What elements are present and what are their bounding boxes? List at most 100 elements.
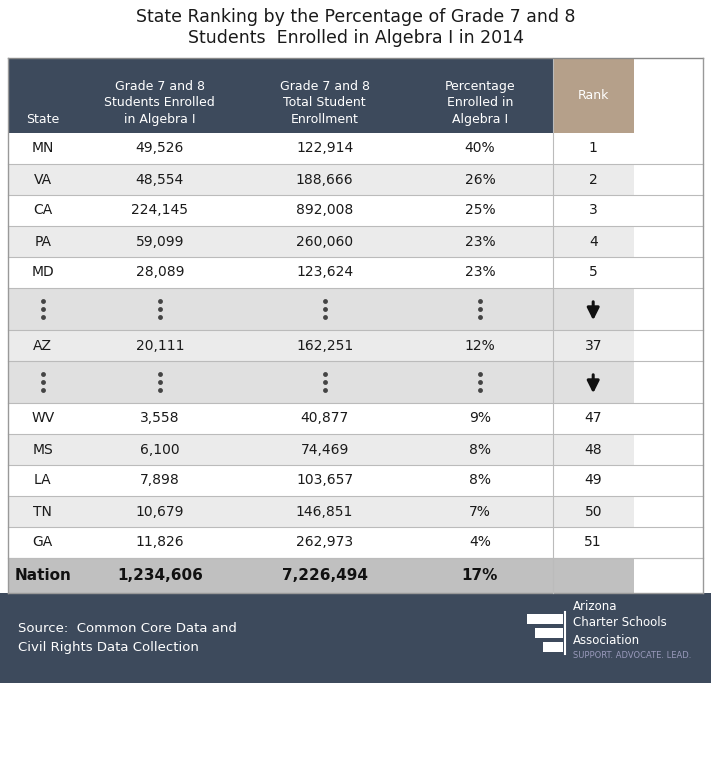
Bar	[407, 527, 553, 558]
Bar	[553, 257, 634, 288]
Text: 2: 2	[589, 172, 597, 187]
Bar	[407, 496, 553, 527]
Text: 188,666: 188,666	[296, 172, 353, 187]
Bar	[553, 434, 634, 465]
Text: 5: 5	[589, 265, 597, 279]
Bar	[242, 361, 407, 403]
Bar	[8, 361, 77, 403]
Text: 7,898: 7,898	[140, 474, 180, 488]
Text: 74,469: 74,469	[300, 442, 349, 457]
Text: 37: 37	[584, 338, 602, 352]
Text: 892,008: 892,008	[296, 204, 353, 218]
Bar	[553, 330, 634, 361]
Bar	[407, 133, 553, 164]
Bar	[543, 642, 563, 652]
Bar	[242, 496, 407, 527]
Text: 28,089: 28,089	[136, 265, 184, 279]
Bar	[77, 558, 242, 593]
Bar	[77, 465, 242, 496]
Bar	[553, 164, 634, 195]
Text: 262,973: 262,973	[296, 535, 353, 550]
Text: 12%: 12%	[464, 338, 496, 352]
Bar	[553, 288, 634, 330]
Bar	[407, 164, 553, 195]
Bar	[553, 527, 634, 558]
Bar	[553, 58, 634, 133]
Text: 48: 48	[584, 442, 602, 457]
Text: 49: 49	[584, 474, 602, 488]
Bar	[77, 330, 242, 361]
Bar	[0, 593, 711, 683]
Bar	[242, 403, 407, 434]
Bar	[77, 527, 242, 558]
Text: Rank: Rank	[577, 89, 609, 102]
Text: 50: 50	[584, 504, 602, 518]
Bar	[77, 403, 242, 434]
Bar	[242, 58, 407, 133]
Bar	[407, 226, 553, 257]
Text: 25%: 25%	[464, 204, 496, 218]
Text: 10,679: 10,679	[136, 504, 184, 518]
Text: 6,100: 6,100	[140, 442, 180, 457]
Bar	[8, 195, 77, 226]
Text: 23%: 23%	[464, 265, 496, 279]
Text: 59,099: 59,099	[136, 235, 184, 248]
Text: VA: VA	[33, 172, 52, 187]
Bar	[407, 195, 553, 226]
Bar	[242, 465, 407, 496]
Bar	[8, 527, 77, 558]
Text: 1: 1	[589, 141, 598, 155]
Bar	[8, 465, 77, 496]
Text: 162,251: 162,251	[296, 338, 353, 352]
Text: 20,111: 20,111	[136, 338, 184, 352]
Bar	[407, 257, 553, 288]
Bar	[8, 288, 77, 330]
Text: 9%: 9%	[469, 411, 491, 425]
Bar	[77, 496, 242, 527]
Bar	[553, 195, 634, 226]
Text: 260,060: 260,060	[296, 235, 353, 248]
Text: 49,526: 49,526	[136, 141, 184, 155]
Text: 51: 51	[584, 535, 602, 550]
Bar	[8, 257, 77, 288]
Text: MD: MD	[31, 265, 54, 279]
Text: MS: MS	[33, 442, 53, 457]
Bar	[77, 58, 242, 133]
Text: 1,234,606: 1,234,606	[117, 568, 203, 583]
Bar	[553, 133, 634, 164]
Bar	[407, 558, 553, 593]
Text: 48,554: 48,554	[136, 172, 184, 187]
Text: 103,657: 103,657	[296, 474, 353, 488]
Bar	[8, 434, 77, 465]
Text: Nation: Nation	[14, 568, 71, 583]
Bar	[407, 58, 553, 133]
Text: 3: 3	[589, 204, 597, 218]
Bar	[8, 58, 77, 133]
Text: State Ranking by the Percentage of Grade 7 and 8: State Ranking by the Percentage of Grade…	[136, 8, 575, 26]
Bar	[77, 288, 242, 330]
Text: 146,851: 146,851	[296, 504, 353, 518]
Text: 23%: 23%	[464, 235, 496, 248]
Text: 40%: 40%	[464, 141, 496, 155]
Text: 224,145: 224,145	[132, 204, 188, 218]
Text: 122,914: 122,914	[296, 141, 353, 155]
Text: TN: TN	[33, 504, 52, 518]
Bar	[407, 361, 553, 403]
Bar	[8, 403, 77, 434]
Bar	[77, 133, 242, 164]
Bar	[77, 434, 242, 465]
Bar	[242, 133, 407, 164]
Bar	[527, 614, 563, 624]
Bar	[242, 434, 407, 465]
Text: 8%: 8%	[469, 474, 491, 488]
Text: Grade 7 and 8
Total Student
Enrollment: Grade 7 and 8 Total Student Enrollment	[279, 80, 370, 126]
Text: 47: 47	[584, 411, 602, 425]
Text: SUPPORT. ADVOCATE. LEAD.: SUPPORT. ADVOCATE. LEAD.	[573, 651, 691, 660]
Bar	[77, 164, 242, 195]
Text: 4%: 4%	[469, 535, 491, 550]
Text: Grade 7 and 8
Students Enrolled
in Algebra I: Grade 7 and 8 Students Enrolled in Algeb…	[105, 80, 215, 126]
Text: 8%: 8%	[469, 442, 491, 457]
Bar	[242, 164, 407, 195]
Bar	[553, 558, 634, 593]
Bar	[242, 558, 407, 593]
